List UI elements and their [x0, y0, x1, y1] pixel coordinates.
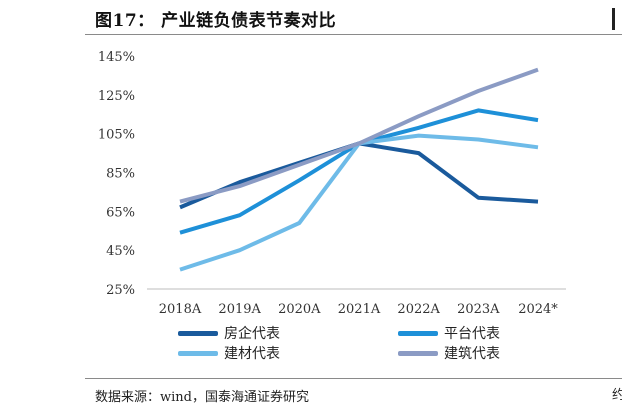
x-axis: 2018A 2019A 2020A 2021A 2022A 2023A 2024*	[147, 288, 566, 317]
source-note: 数据来源：wind，国泰海通证券研究	[95, 390, 309, 405]
legend-swatch-2	[178, 350, 218, 356]
y-tick-label: 85%	[106, 167, 135, 182]
footer-rule	[85, 378, 622, 379]
legend-swatch-0	[178, 330, 218, 336]
legend-label-0: 房企代表	[224, 326, 280, 342]
y-axis: 25% 45% 65% 85% 105% 125% 145%	[98, 50, 135, 298]
y-tick-label: 125%	[98, 89, 135, 104]
legend-item-3: 建筑代表	[398, 343, 500, 363]
series-line-1	[179, 108, 539, 235]
x-tick-label: 2024*	[518, 302, 558, 317]
x-tick-label: 2018A	[159, 302, 202, 317]
x-tick-label: 2021A	[338, 302, 381, 317]
y-tick-label: 145%	[98, 50, 135, 65]
y-tick-label: 45%	[106, 244, 135, 259]
series-lines	[179, 67, 539, 272]
legend-item-0: 房企代表	[178, 323, 280, 343]
series-line-0	[179, 141, 539, 210]
series-line-2	[179, 133, 539, 272]
legend-item-1: 平台代表	[398, 323, 500, 343]
chart-legend: 房企代表 平台代表 建材代表 建筑代表	[178, 323, 568, 363]
legend-label-2: 建材代表	[224, 346, 280, 362]
y-tick-label: 65%	[106, 205, 135, 220]
legend-swatch-3	[398, 350, 438, 356]
x-tick-label: 2022A	[397, 302, 440, 317]
title-rule	[85, 34, 622, 35]
x-tick-label: 2019A	[218, 302, 261, 317]
y-tick-label: 25%	[106, 283, 135, 298]
x-tick-label: 2023A	[457, 302, 500, 317]
figure-title: 图17： 产业链负债表节奏对比	[95, 11, 337, 31]
series-line-3	[179, 67, 539, 204]
y-tick-label: 105%	[98, 128, 135, 143]
cropped-edge-text: 约	[612, 388, 622, 403]
x-tick-label: 2020A	[278, 302, 321, 317]
cropped-edge-mark	[612, 8, 622, 30]
legend-swatch-1	[398, 330, 438, 336]
legend-item-2: 建材代表	[178, 343, 280, 363]
legend-label-1: 平台代表	[444, 326, 500, 342]
legend-label-3: 建筑代表	[444, 346, 500, 362]
